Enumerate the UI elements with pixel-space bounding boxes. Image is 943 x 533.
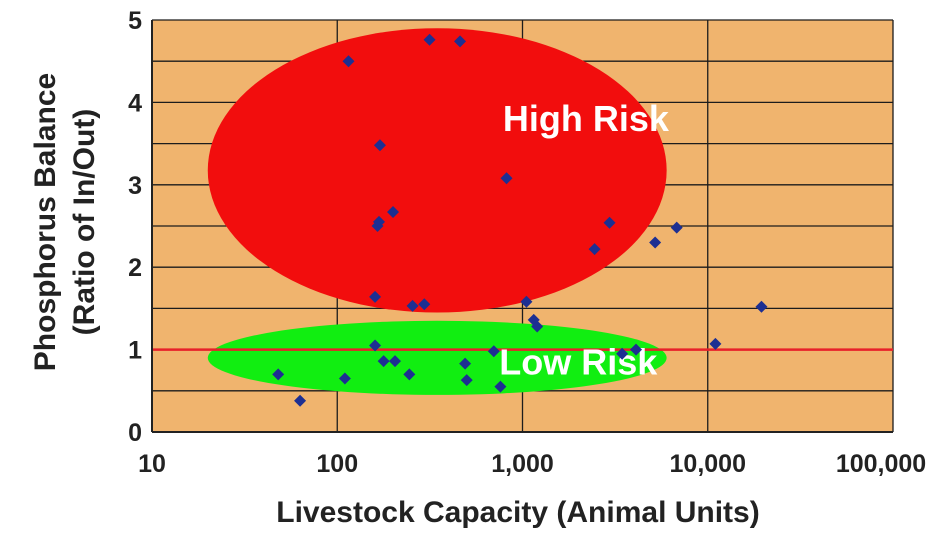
data-point <box>500 172 513 185</box>
y-tick-label: 5 <box>128 7 142 35</box>
data-point <box>649 236 662 249</box>
x-tick-label: 100 <box>316 450 358 478</box>
data-point <box>588 243 601 256</box>
data-point <box>459 357 472 370</box>
data-point <box>494 380 507 393</box>
x-axis-title: Livestock Capacity (Animal Units) <box>276 496 759 529</box>
data-point <box>487 345 500 358</box>
data-point <box>755 300 768 313</box>
x-tick-label: 100,000 <box>836 450 926 478</box>
data-point <box>373 139 386 152</box>
data-point <box>387 205 400 218</box>
data-point <box>616 347 629 360</box>
high-risk-zone <box>207 28 667 313</box>
y-tick-label: 4 <box>128 89 142 117</box>
data-point <box>342 55 355 68</box>
data-point <box>369 339 382 352</box>
y-tick-label: 2 <box>128 254 142 282</box>
data-point <box>460 374 473 387</box>
y-axis-title-line-2: (Ratio of In/Out) <box>68 109 101 336</box>
data-point <box>709 337 722 350</box>
data-point <box>294 394 307 407</box>
x-tick-label: 10 <box>138 450 166 478</box>
data-point <box>338 372 351 385</box>
data-point <box>372 215 385 228</box>
y-tick-label: 1 <box>128 337 142 365</box>
data-point <box>520 295 533 308</box>
data-point <box>377 355 390 368</box>
data-point <box>389 355 402 368</box>
data-point <box>272 368 285 381</box>
data-point <box>531 320 544 333</box>
data-point <box>406 299 419 312</box>
low-risk-zone <box>207 320 667 395</box>
data-point <box>603 216 616 229</box>
y-tick-label: 3 <box>128 172 142 200</box>
data-point <box>423 33 436 46</box>
y-tick-label: 0 <box>128 419 142 447</box>
data-point <box>369 290 382 303</box>
tick-labels: 0 1 2 3 4 5 10 100 1,000 10,000 100,000 <box>128 7 926 478</box>
high-risk-label: High Risk <box>503 98 670 139</box>
data-point <box>670 221 683 234</box>
x-tick-label: 1,000 <box>491 450 554 478</box>
data-point <box>454 35 467 48</box>
data-point <box>630 343 643 356</box>
x-tick-label: 10,000 <box>670 450 746 478</box>
data-point <box>403 368 416 381</box>
y-axis-title-line-1: Phosphorus Balance <box>29 73 62 371</box>
data-point <box>418 298 431 311</box>
